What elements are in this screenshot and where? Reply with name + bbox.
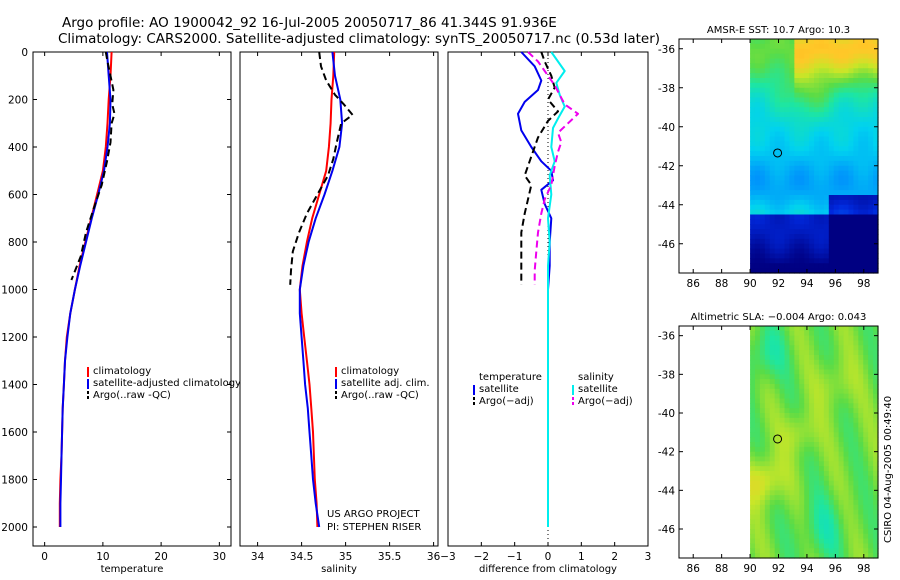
x-tick-label: −3 (440, 551, 455, 563)
y-tick-label: 400 (8, 142, 28, 154)
series-line (289, 51, 354, 285)
legend-label: Argo(−adj) (578, 396, 633, 407)
x-tick-label: 94 (800, 563, 814, 575)
x-tick-label: 90 (743, 278, 756, 290)
x-tick-label: 35.5 (378, 551, 401, 563)
x-tick-label: 0 (41, 551, 48, 563)
x-tick-label: 96 (829, 563, 843, 575)
sst-map-panel: AMSR-E SST: 10.7 Argo: 10.3 86 88 90 92 94 96 9… (658, 25, 879, 290)
y-tick-label: 1600 (1, 427, 28, 439)
series-line (58, 51, 113, 527)
y-tick-label: -38 (658, 369, 675, 381)
x-tick-label: 98 (857, 563, 870, 575)
series-line (298, 51, 336, 528)
y-tick-label: -42 (658, 447, 675, 459)
legend-label: Argo(−adj) (479, 396, 534, 407)
legend-label: temperature (479, 372, 542, 383)
y-tick-label: 1400 (1, 380, 28, 392)
title-line-2: Climatology: CARS2000. Satellite-adjuste… (58, 31, 660, 47)
x-tick-label: 0 (545, 551, 552, 563)
x-tick-label: 1 (578, 551, 585, 563)
y-tick-label: 1800 (1, 475, 28, 487)
timestamp-stamp: CSIRO 04-Aug-2005 00:49:40 (883, 396, 894, 543)
x-tick-label: 88 (715, 278, 728, 290)
x-tick-label: 92 (772, 278, 785, 290)
legend-label: satellite-adjusted climatology (93, 378, 241, 389)
x-tick-label: 35 (339, 551, 352, 563)
project-label: US ARGO PROJECT (327, 509, 421, 520)
temperature-panel: 0 10 20 30 0 200 400 600 800 1000 1200 1400 1600 1800… (1, 47, 241, 575)
x-axis-label: difference from climatology (479, 564, 617, 575)
y-tick-label: 1000 (1, 285, 28, 297)
x-tick-label: 10 (96, 551, 109, 563)
legend-label: Argo(..raw -QC) (93, 390, 171, 401)
pi-label: PI: STEPHEN RISER (327, 522, 421, 533)
x-tick-label: 2 (611, 551, 618, 563)
salinity-panel: 34 34.5 35 35.5 36 salinity climatologysatelli… (239, 51, 441, 575)
x-tick-label: 94 (800, 278, 814, 290)
x-tick-label: 98 (857, 278, 870, 290)
x-tick-label: 96 (829, 278, 843, 290)
x-tick-label: 34 (251, 551, 265, 563)
x-axis-label: temperature (101, 564, 164, 575)
series-line (527, 51, 579, 285)
difference-panel: −3 −2 −1 0 1 2 3 difference from climatology tem… (440, 51, 652, 575)
legend-label: Argo(..raw -QC) (341, 390, 419, 401)
x-tick-label: 20 (154, 551, 167, 563)
x-tick-label: 30 (213, 551, 226, 563)
legend-label: climatology (93, 366, 151, 377)
series-line (547, 51, 566, 527)
y-tick-label: 200 (8, 95, 28, 107)
series-line (298, 51, 344, 528)
argo-position-marker (773, 434, 783, 444)
series-line (59, 51, 112, 527)
y-tick-label: -36 (658, 44, 675, 56)
map-field-cells (750, 326, 879, 559)
x-tick-label: 34.5 (290, 551, 313, 563)
y-tick-label: 1200 (1, 332, 28, 344)
y-tick-label: 600 (8, 190, 28, 202)
x-tick-label: 86 (687, 278, 701, 290)
y-tick-label: -38 (658, 83, 675, 95)
x-tick-label: 88 (715, 563, 728, 575)
x-axis-label: salinity (321, 564, 357, 575)
series-line (520, 51, 559, 285)
x-tick-label: 92 (772, 563, 785, 575)
y-tick-label: 2000 (1, 522, 28, 534)
legend-label: climatology (341, 366, 399, 377)
x-tick-label: 86 (687, 563, 701, 575)
map-title: AMSR-E SST: 10.7 Argo: 10.3 (707, 25, 850, 36)
y-tick-label: -46 (658, 524, 675, 536)
x-tick-label: −2 (474, 551, 489, 563)
x-tick-label: 3 (645, 551, 652, 563)
x-tick-label: 90 (743, 563, 756, 575)
legend-label: satellite (578, 384, 618, 395)
map-field-cells (750, 39, 879, 274)
legend-label: satellite adj. clim. (341, 378, 430, 389)
y-tick-label: -42 (658, 161, 675, 173)
y-tick-label: -40 (658, 122, 675, 134)
title-line-1: Argo profile: AO 1900042_92 16-Jul-2005 … (62, 15, 557, 31)
plot-frame (239, 51, 439, 547)
legend-label: salinity (578, 372, 614, 383)
y-tick-label: -36 (658, 331, 675, 343)
argo-position-marker (773, 148, 783, 158)
sla-map-panel: Altimetric SLA: −0.004 Argo: 0.043 86 88 90… (658, 312, 879, 575)
y-tick-label: -44 (658, 200, 675, 212)
legend-label: satellite (479, 384, 519, 395)
map-title: Altimetric SLA: −0.004 Argo: 0.043 (691, 312, 867, 323)
y-tick-label: -40 (658, 408, 675, 420)
y-tick-label: -46 (658, 239, 675, 251)
plot-frame (32, 51, 232, 547)
x-tick-label: −1 (507, 551, 522, 563)
y-tick-label: 0 (21, 47, 28, 59)
series-line (70, 51, 116, 281)
y-tick-label: -44 (658, 485, 675, 497)
x-tick-label: 36 (427, 551, 441, 563)
y-tick-label: 800 (8, 237, 28, 249)
